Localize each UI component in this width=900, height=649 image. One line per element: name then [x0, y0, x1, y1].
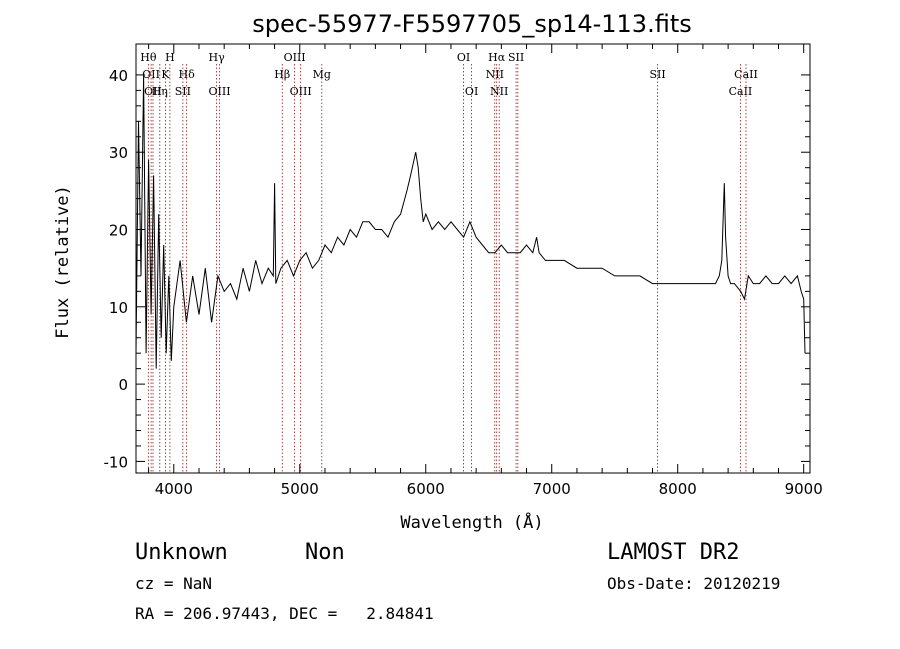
- line-marker-label: NII: [486, 68, 504, 81]
- y-tick-label: 10: [109, 299, 128, 317]
- coordinates-label: RA = 206.97443, DEC = 2.84841: [135, 604, 434, 623]
- x-tick-label: 4000: [155, 480, 193, 498]
- survey-label: LAMOST DR2: [607, 540, 740, 565]
- x-tick-label: 7000: [533, 480, 571, 498]
- line-marker-label: Hγ: [209, 51, 226, 64]
- x-tick-label: 6000: [407, 480, 445, 498]
- line-marker-label: OIII: [290, 85, 312, 98]
- subclass-label: Non: [305, 540, 345, 565]
- line-marker-label: Hδ: [179, 68, 196, 81]
- line-marker-label: Hα: [488, 51, 506, 64]
- chart-title: spec-55977-F5597705_sp14-113.fits: [252, 10, 691, 38]
- line-markers: HθOIIOIIHηKHSIIHδHγOIIIHβOIIIOIIIMgOIOIN…: [140, 51, 758, 473]
- line-marker-label: OIII: [208, 85, 230, 98]
- line-marker-label: SII: [175, 85, 191, 98]
- line-marker-label: OIII: [284, 51, 306, 64]
- line-marker-label: OII: [142, 68, 160, 81]
- obs-date-label: Obs-Date: 20120219: [607, 574, 781, 593]
- line-marker-label: Hθ: [140, 51, 157, 64]
- y-tick-label: 30: [109, 144, 128, 162]
- line-marker-label: K: [161, 68, 170, 81]
- x-tick-label: 9000: [785, 480, 823, 498]
- line-marker-label: Hη: [152, 85, 168, 98]
- cz-label: cz = NaN: [135, 574, 213, 593]
- x-axis-label: Wavelength (Å): [400, 511, 543, 533]
- line-marker-label: CaII: [729, 85, 753, 98]
- spectrum-line: [135, 74, 806, 369]
- plot-axes: 4000 5000 6000 7000 8000 9000 -10 0 10 20 30 40: [104, 43, 823, 498]
- y-tick-label: 40: [109, 67, 128, 85]
- y-axis-label: Flux (relative): [53, 185, 73, 339]
- line-marker-label: OII: [144, 85, 162, 98]
- line-marker-label: NII: [490, 85, 508, 98]
- y-tick-label: 20: [109, 222, 128, 240]
- line-marker-label: CaII: [734, 68, 758, 81]
- line-marker-label: SII: [508, 51, 524, 64]
- y-tick-label: -10: [104, 453, 129, 471]
- line-marker-label: Hβ: [274, 68, 290, 81]
- x-tick-label: 5000: [281, 480, 319, 498]
- class-label: Unknown: [135, 540, 228, 565]
- x-tick-label: 8000: [659, 480, 697, 498]
- line-marker-label: OI: [457, 51, 470, 64]
- line-marker-label: SII: [649, 68, 665, 81]
- line-marker-label: OI: [465, 85, 478, 98]
- plot-frame: [135, 43, 811, 474]
- y-tick-label: 0: [118, 376, 128, 394]
- line-marker-label: H: [165, 51, 175, 64]
- line-marker-label: Mg: [313, 68, 331, 81]
